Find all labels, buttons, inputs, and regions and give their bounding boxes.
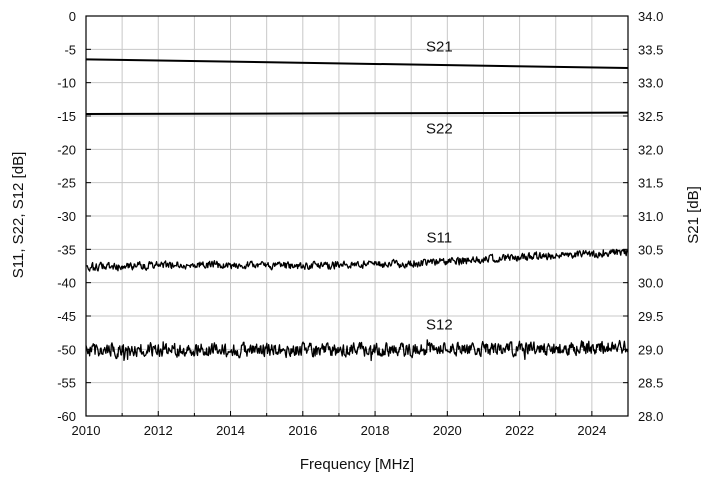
left-y-tick-label: -50 [57,342,76,357]
right-y-tick-label: 34.0 [638,9,663,24]
x-tick-label: 2020 [433,423,462,438]
axis-ticks: 2010 2012 2014 2016 2018 2020 2022 2024 0 -5 -10 -1… [57,9,663,438]
series-label-s22: S22 [426,120,453,137]
left-y-tick-label: -25 [57,176,76,191]
series-label-s21: S21 [426,38,453,55]
left-y-tick-label: -35 [57,242,76,257]
x-tick-label: 2024 [577,423,606,438]
right-y-tick-label: 28.5 [638,376,663,391]
x-tick-label: 2016 [288,423,317,438]
series-line-s22 [85,111,629,115]
left-y-tick-label: -10 [57,76,76,91]
left-y-tick-label: 0 [69,9,76,24]
left-y-tick-label: -5 [64,42,76,57]
left-y-tick-label: -40 [57,276,76,291]
left-y-tick-label: -20 [57,142,76,157]
series-label-s12: S12 [426,316,453,333]
right-y-tick-label: 29.0 [638,342,663,357]
series-labels: S21 S22 S11 S12 [426,38,453,333]
right-y-tick-label: 32.0 [638,142,663,157]
right-y-tick-label: 32.5 [638,109,663,124]
x-tick-label: 2022 [505,423,534,438]
right-y-tick-label: 30.0 [638,276,663,291]
left-y-axis-title: S11, S22, S12 [dB] [10,152,27,278]
x-tick-label: 2012 [144,423,173,438]
x-tick-label: 2010 [72,423,101,438]
grid [86,16,628,416]
left-y-tick-label: -45 [57,309,76,324]
left-y-tick-label: -30 [57,209,76,224]
left-y-tick-label: -15 [57,109,76,124]
x-tick-label: 2018 [361,423,390,438]
right-y-tick-label: 28.0 [638,409,663,424]
right-y-tick-label: 30.5 [638,242,663,257]
right-y-tick-label: 31.5 [638,176,663,191]
x-axis-title: Frequency [MHz] [300,456,414,473]
series-line-s12 [85,339,629,362]
x-tick-label: 2014 [216,423,245,438]
right-y-tick-label: 33.0 [638,76,663,91]
left-y-tick-label: -60 [57,409,76,424]
series-line-s21 [85,58,629,69]
plot-area-series [85,58,629,362]
right-y-axis-title: S21 [dB] [685,186,702,244]
right-y-tick-label: 29.5 [638,309,663,324]
series-label-s11: S11 [427,230,453,247]
series-line-s11 [85,248,629,272]
right-y-tick-label: 31.0 [638,209,663,224]
right-y-tick-label: 33.5 [638,42,663,57]
left-y-tick-label: -55 [57,376,76,391]
